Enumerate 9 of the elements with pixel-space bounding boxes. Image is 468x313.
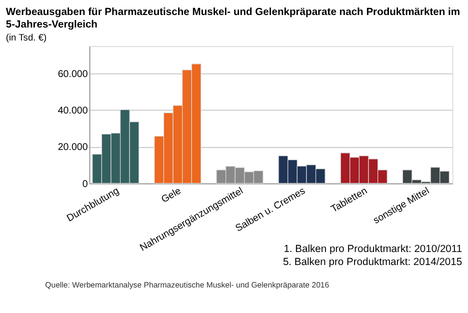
source-note: Quelle: Werbemarktanalyse Pharmazeutische Muskel- und Gelenkpräparate 2016 xyxy=(45,280,330,290)
y-tick-label: 40.000 xyxy=(58,105,88,116)
chart-subtitle: (in Tsd. €) xyxy=(6,32,47,43)
chart-title: Werbeausgaben für Pharmazeutische Muskel- und Gelenkpräparate nach Produktmärkten im 5-Jahres-Vergleich xyxy=(6,7,460,30)
y-tick-label: 60.000 xyxy=(58,68,88,80)
y-tick-label: 0 xyxy=(82,178,88,190)
text: 5. Balken pro Produktmarkt: 2014/2015 xyxy=(282,256,462,268)
text: 1. Balken pro Produktmarkt: 2010/2011 xyxy=(284,244,462,255)
y-tick-label: 20.000 xyxy=(58,142,88,154)
